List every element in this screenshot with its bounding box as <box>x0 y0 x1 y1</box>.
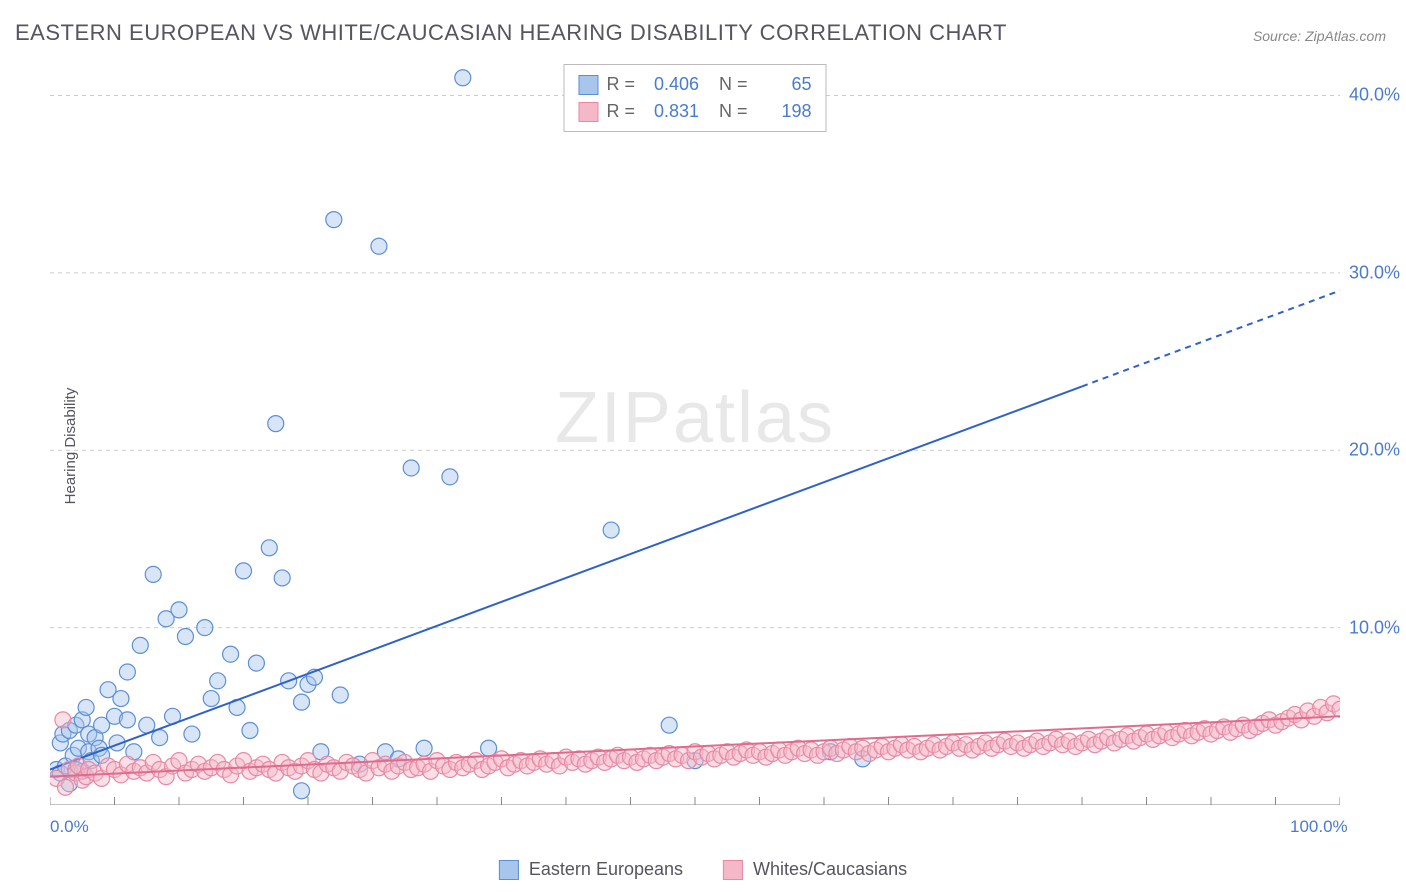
stat-n-value: 198 <box>756 98 812 125</box>
y-tick-label: 20.0% <box>1349 440 1400 461</box>
legend-label: Whites/Caucasians <box>753 859 907 880</box>
stat-n-label: N = <box>719 98 748 125</box>
stat-row: R = 0.406 N = 65 <box>578 71 811 98</box>
legend-item: Eastern Europeans <box>499 859 683 880</box>
chart-title: EASTERN EUROPEAN VS WHITE/CAUCASIAN HEAR… <box>15 20 1007 46</box>
stat-r-label: R = <box>606 98 635 125</box>
source-label: Source: ZipAtlas.com <box>1253 28 1386 44</box>
x-tick-label: 0.0% <box>50 817 89 837</box>
legend-label: Eastern Europeans <box>529 859 683 880</box>
plot-area: ZIPatlas R =0.406N =65R =0.831N =198 10.… <box>50 60 1340 805</box>
y-tick-label: 10.0% <box>1349 617 1400 638</box>
legend-swatch <box>578 102 598 122</box>
legend-swatch <box>723 860 743 880</box>
legend-swatch <box>578 75 598 95</box>
stat-r-value: 0.831 <box>643 98 699 125</box>
chart-svg <box>50 60 1340 805</box>
x-tick-label: 100.0% <box>1290 817 1348 837</box>
y-tick-label: 30.0% <box>1349 262 1400 283</box>
stat-box: R = 0.406 N = 65 R = 0.831 N = 198 <box>563 64 826 132</box>
legend-swatch <box>499 860 519 880</box>
y-tick-label: 40.0% <box>1349 85 1400 106</box>
legend-item: Whites/Caucasians <box>723 859 907 880</box>
stat-r-label: R = <box>606 71 635 98</box>
stat-n-value: 65 <box>756 71 812 98</box>
bottom-legend: Eastern Europeans Whites/Caucasians <box>499 859 907 880</box>
stat-r-value: 0.406 <box>643 71 699 98</box>
stat-n-label: N = <box>719 71 748 98</box>
stat-row: R = 0.831 N = 198 <box>578 98 811 125</box>
